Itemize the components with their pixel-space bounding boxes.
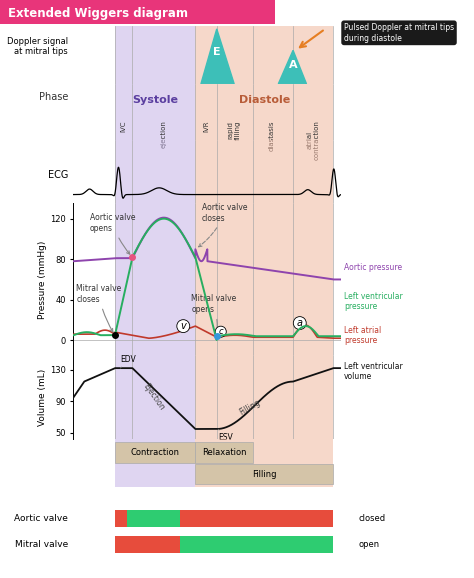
Bar [195, 84, 333, 140]
Bar [344, 536, 356, 553]
Bar [115, 26, 195, 84]
Bar [195, 464, 333, 484]
Text: ECG: ECG [48, 170, 68, 180]
Bar [115, 536, 181, 553]
Text: open: open [359, 540, 380, 549]
Text: a: a [297, 318, 303, 328]
Text: Aortic valve
opens: Aortic valve opens [90, 213, 135, 254]
Bar [115, 203, 195, 355]
Text: ESV: ESV [218, 429, 233, 442]
Text: Systole: Systole [132, 95, 178, 105]
Bar [115, 510, 127, 527]
Text: Filling: Filling [238, 398, 262, 417]
Text: closed: closed [359, 514, 386, 523]
Text: IVR: IVR [203, 120, 209, 132]
Text: Relaxation: Relaxation [202, 448, 246, 457]
Text: v: v [181, 321, 186, 331]
Text: Aortic valve
closes: Aortic valve closes [199, 203, 247, 247]
Bar [195, 439, 333, 487]
Bar [115, 84, 195, 140]
Text: Contraction: Contraction [131, 448, 180, 457]
Bar [195, 26, 333, 84]
Polygon shape [201, 29, 234, 84]
Bar [115, 442, 195, 463]
Text: Aortic valve: Aortic valve [14, 514, 68, 523]
Text: Aortic pressure: Aortic pressure [344, 263, 402, 272]
Text: Mitral valve
opens: Mitral valve opens [191, 295, 237, 334]
Text: Phase: Phase [39, 92, 68, 102]
Bar [344, 510, 356, 527]
Bar [195, 442, 253, 463]
Text: Left ventricular
volume: Left ventricular volume [344, 362, 403, 381]
Text: Left ventricular
pressure: Left ventricular pressure [344, 292, 403, 312]
Bar [195, 355, 333, 439]
Bar [181, 510, 333, 527]
Text: Mitral valve: Mitral valve [15, 540, 68, 549]
Text: Mitral valve
closes: Mitral valve closes [76, 284, 121, 332]
Y-axis label: Volume (mL): Volume (mL) [38, 369, 47, 426]
Text: Doppler signal
at mitral tips: Doppler signal at mitral tips [7, 36, 68, 56]
Text: A: A [289, 60, 297, 71]
Bar [181, 536, 333, 553]
Bar [115, 140, 195, 203]
Text: E: E [213, 47, 220, 57]
Y-axis label: Pressure (mmHg): Pressure (mmHg) [38, 240, 47, 318]
Text: Pulsed Doppler at mitral tips
during diastole: Pulsed Doppler at mitral tips during dia… [344, 23, 454, 43]
Bar [195, 140, 333, 203]
Text: diastasis: diastasis [269, 120, 274, 151]
Text: Ejection: Ejection [141, 382, 166, 413]
Polygon shape [278, 50, 307, 84]
Text: Extended Wiggers diagram: Extended Wiggers diagram [8, 7, 188, 20]
Text: Filling: Filling [252, 469, 276, 479]
Bar [195, 203, 333, 355]
Text: Left atrial
pressure: Left atrial pressure [344, 325, 381, 345]
Text: c: c [219, 327, 223, 336]
Text: IVC: IVC [121, 120, 127, 132]
Text: EDV: EDV [120, 355, 136, 368]
Text: ejection: ejection [160, 120, 166, 148]
Text: rapid
filling: rapid filling [228, 120, 241, 140]
Text: atrial
contraction: atrial contraction [307, 120, 319, 160]
Bar [115, 439, 195, 487]
Bar [115, 355, 195, 439]
Text: Diastole: Diastole [239, 95, 290, 105]
Bar [127, 510, 181, 527]
